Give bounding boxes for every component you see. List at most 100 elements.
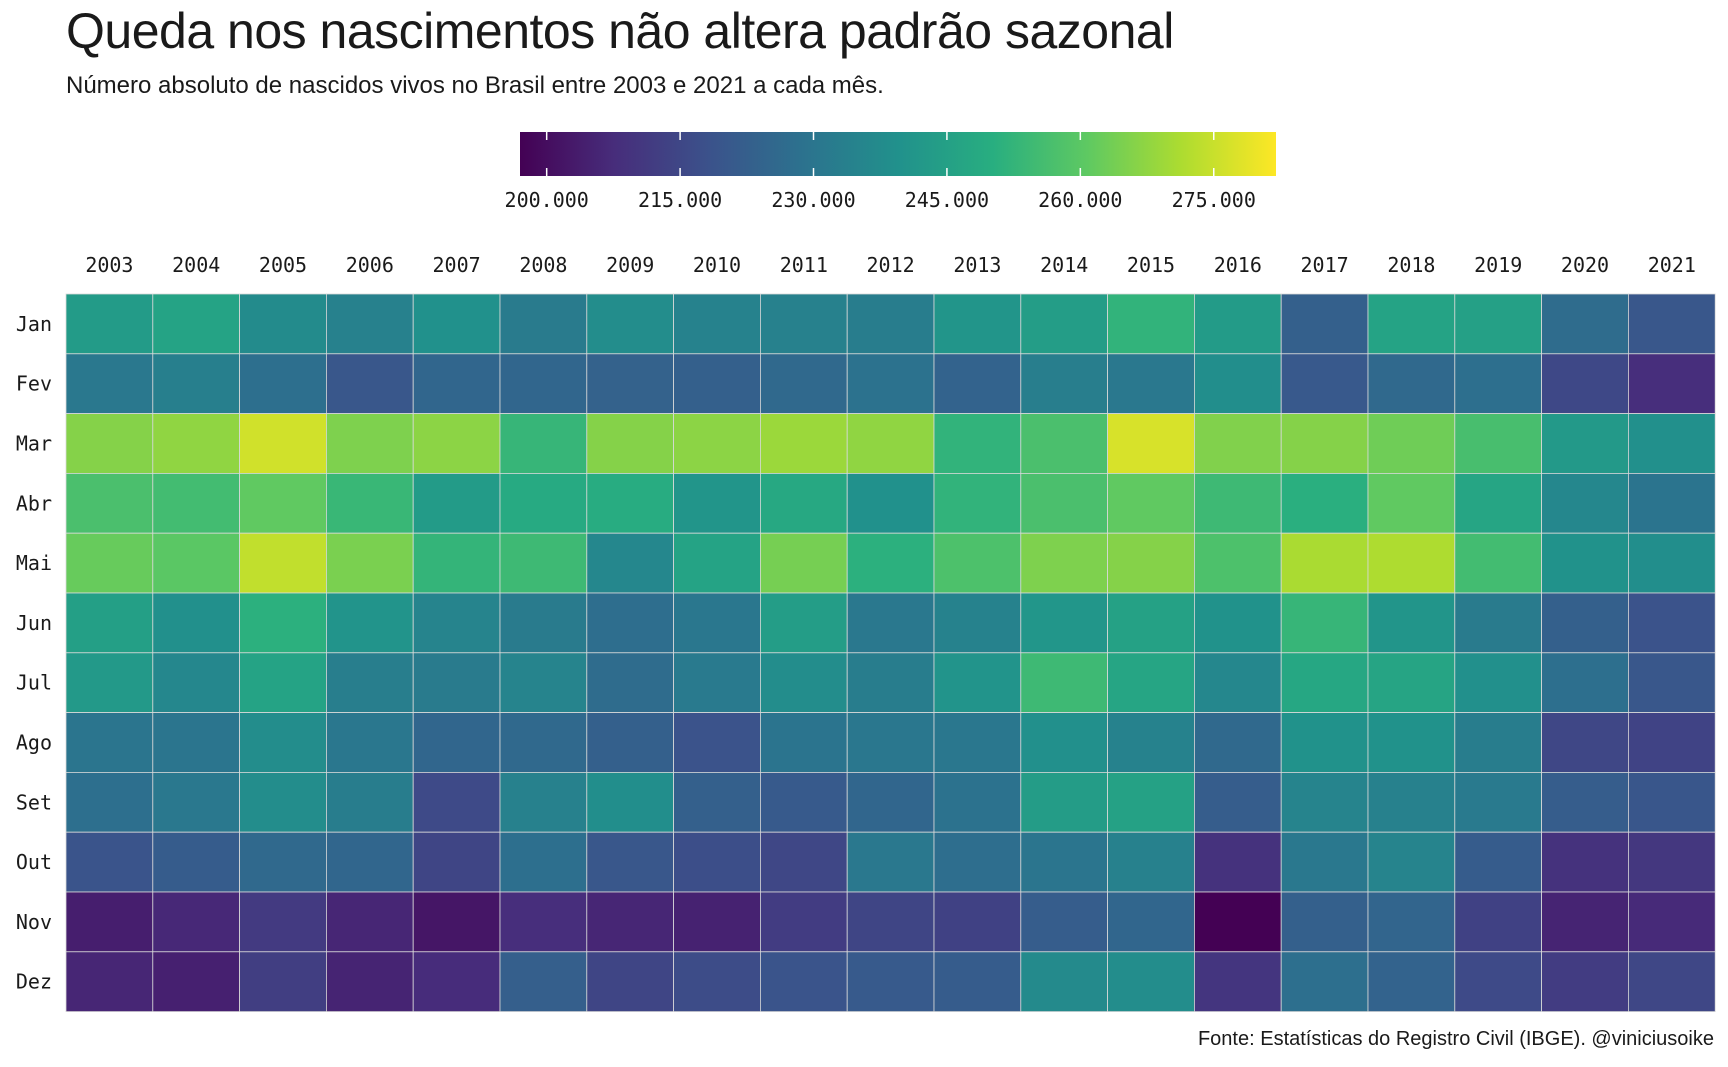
heatmap-cell-mai-2018 bbox=[1367, 532, 1456, 594]
heatmap-cell-ago-2018 bbox=[1367, 712, 1456, 773]
heatmap-cell-jul-2018 bbox=[1367, 652, 1456, 713]
heatmap-cell-fev-2017 bbox=[1280, 353, 1369, 414]
heatmap-cell-jun-2015 bbox=[1107, 592, 1195, 654]
heatmap-cell-set-2016 bbox=[1194, 772, 1282, 833]
y-axis-label-out: Out bbox=[16, 850, 52, 874]
heatmap-cell-mai-2003 bbox=[65, 532, 154, 594]
x-axis-label-2008: 2008 bbox=[519, 253, 567, 277]
heatmap-cell-mai-2012 bbox=[846, 532, 935, 594]
heatmap-cell-mai-2004 bbox=[152, 532, 241, 594]
heatmap-cell-fev-2008 bbox=[499, 353, 588, 414]
heatmap-cell-set-2015 bbox=[1107, 772, 1195, 833]
heatmap-cell-jul-2017 bbox=[1280, 652, 1369, 713]
heatmap-cell-jul-2015 bbox=[1107, 652, 1195, 713]
heatmap-cell-nov-2014 bbox=[1020, 891, 1108, 953]
heatmap-cell-jan-2004 bbox=[152, 293, 241, 355]
y-axis-label-fev: Fev bbox=[16, 372, 52, 396]
heatmap-cell-mar-2009 bbox=[586, 413, 674, 474]
heatmap-cell-out-2012 bbox=[846, 831, 935, 893]
color-legend: 200.000 215.000 230.000 245.000 260.000 275.0… bbox=[505, 132, 1276, 212]
x-axis-label-2012: 2012 bbox=[867, 253, 915, 277]
heatmap-cell-jan-2003 bbox=[65, 293, 154, 355]
heatmap-cell-fev-2006 bbox=[325, 353, 414, 414]
legend-tick-label: 230.000 bbox=[771, 188, 855, 212]
heatmap-cell-jan-2008 bbox=[499, 293, 588, 355]
heatmap-cell-jun-2019 bbox=[1454, 592, 1543, 654]
heatmap-cell-dez-2009 bbox=[586, 951, 674, 1012]
heatmap-cell-abr-2012 bbox=[846, 472, 935, 534]
heatmap-cell-ago-2014 bbox=[1020, 712, 1108, 773]
heatmap-cell-mai-2008 bbox=[499, 532, 588, 594]
heatmap-cell-jan-2018 bbox=[1367, 293, 1456, 355]
x-axis-label-2021: 2021 bbox=[1648, 253, 1696, 277]
x-axis-label-2015: 2015 bbox=[1127, 253, 1175, 277]
heatmap-cell-jan-2005 bbox=[239, 293, 327, 355]
heatmap-cell-mai-2020 bbox=[1541, 532, 1629, 594]
heatmap-cell-jul-2005 bbox=[239, 652, 327, 713]
heatmap-cell-mar-2019 bbox=[1454, 413, 1543, 474]
heatmap-cell-set-2013 bbox=[933, 772, 1022, 833]
heatmap-cell-out-2018 bbox=[1367, 831, 1456, 893]
heatmap-cell-set-2020 bbox=[1541, 772, 1629, 833]
heatmap-cell-jan-2021 bbox=[1628, 293, 1716, 355]
heatmap-cell-out-2014 bbox=[1020, 831, 1108, 893]
chart-subtitle: Número absoluto de nascidos vivos no Bra… bbox=[66, 72, 884, 99]
heatmap-cell-dez-2012 bbox=[846, 951, 935, 1012]
heatmap-cell-abr-2009 bbox=[586, 472, 674, 534]
heatmap-cell-nov-2004 bbox=[152, 891, 241, 953]
heatmap-cell-jun-2007 bbox=[412, 592, 501, 654]
heatmap-cell-mar-2007 bbox=[412, 413, 501, 474]
heatmap-cell-jun-2006 bbox=[325, 592, 414, 654]
heatmap-cell-mar-2014 bbox=[1020, 413, 1108, 474]
x-axis-label-2005: 2005 bbox=[259, 253, 307, 277]
heatmap-cell-jul-2010 bbox=[673, 652, 761, 713]
x-axis-label-2020: 2020 bbox=[1561, 253, 1609, 277]
heatmap-cell-out-2004 bbox=[152, 831, 241, 893]
x-axis-label-2013: 2013 bbox=[953, 253, 1001, 277]
heatmap-cell-dez-2018 bbox=[1367, 951, 1456, 1012]
x-axis-label-2003: 2003 bbox=[85, 253, 133, 277]
heatmap-cell-mar-2021 bbox=[1628, 413, 1716, 474]
heatmap-cell-jul-2004 bbox=[152, 652, 241, 713]
x-axis-label-2011: 2011 bbox=[780, 253, 828, 277]
y-axis-label-abr: Abr bbox=[16, 491, 52, 515]
heatmap-cell-mar-2010 bbox=[673, 413, 761, 474]
heatmap-cell-dez-2013 bbox=[933, 951, 1022, 1012]
heatmap-cell-out-2009 bbox=[586, 831, 674, 893]
y-axis-label-ago: Ago bbox=[16, 731, 52, 755]
heatmap-cell-dez-2005 bbox=[239, 951, 327, 1012]
heatmap-cell-jun-2009 bbox=[586, 592, 674, 654]
heatmap-cell-abr-2007 bbox=[412, 472, 501, 534]
heatmap-cell-jan-2017 bbox=[1280, 293, 1369, 355]
heatmap-cell-jun-2011 bbox=[760, 592, 848, 654]
x-axis-label-2006: 2006 bbox=[346, 253, 394, 277]
heatmap-cell-dez-2007 bbox=[412, 951, 501, 1012]
heatmap-cell-nov-2007 bbox=[412, 891, 501, 953]
heatmap-cell-mar-2008 bbox=[499, 413, 588, 474]
heatmap-cell-nov-2013 bbox=[933, 891, 1022, 953]
heatmap-cell-jan-2011 bbox=[760, 293, 848, 355]
heatmap-cell-set-2021 bbox=[1628, 772, 1716, 833]
heatmap-cell-mar-2018 bbox=[1367, 413, 1456, 474]
heatmap-cell-jun-2017 bbox=[1280, 592, 1369, 654]
heatmap-cell-set-2011 bbox=[760, 772, 848, 833]
heatmap-cell-out-2010 bbox=[673, 831, 761, 893]
heatmap-cell-abr-2013 bbox=[933, 472, 1022, 534]
heatmap-cell-jun-2014 bbox=[1020, 592, 1108, 654]
heatmap-cell-jul-2006 bbox=[325, 652, 414, 713]
heatmap-cell-jun-2013 bbox=[933, 592, 1022, 654]
legend-tick-label: 275.000 bbox=[1172, 188, 1256, 212]
heatmap-cell-jul-2016 bbox=[1194, 652, 1282, 713]
heatmap-cell-jul-2019 bbox=[1454, 652, 1543, 713]
heatmap-cell-set-2018 bbox=[1367, 772, 1456, 833]
heatmap-cell-ago-2017 bbox=[1280, 712, 1369, 773]
heatmap-cell-jan-2020 bbox=[1541, 293, 1629, 355]
heatmap-cell-mai-2005 bbox=[239, 532, 327, 594]
heatmap-cell-fev-2011 bbox=[760, 353, 848, 414]
heatmap-cell-mar-2017 bbox=[1280, 413, 1369, 474]
heatmap-cell-jan-2014 bbox=[1020, 293, 1108, 355]
heatmap-cell-ago-2011 bbox=[760, 712, 848, 773]
heatmap-cell-mai-2013 bbox=[933, 532, 1022, 594]
heatmap-cell-nov-2018 bbox=[1367, 891, 1456, 953]
heatmap-cell-abr-2003 bbox=[65, 472, 154, 534]
